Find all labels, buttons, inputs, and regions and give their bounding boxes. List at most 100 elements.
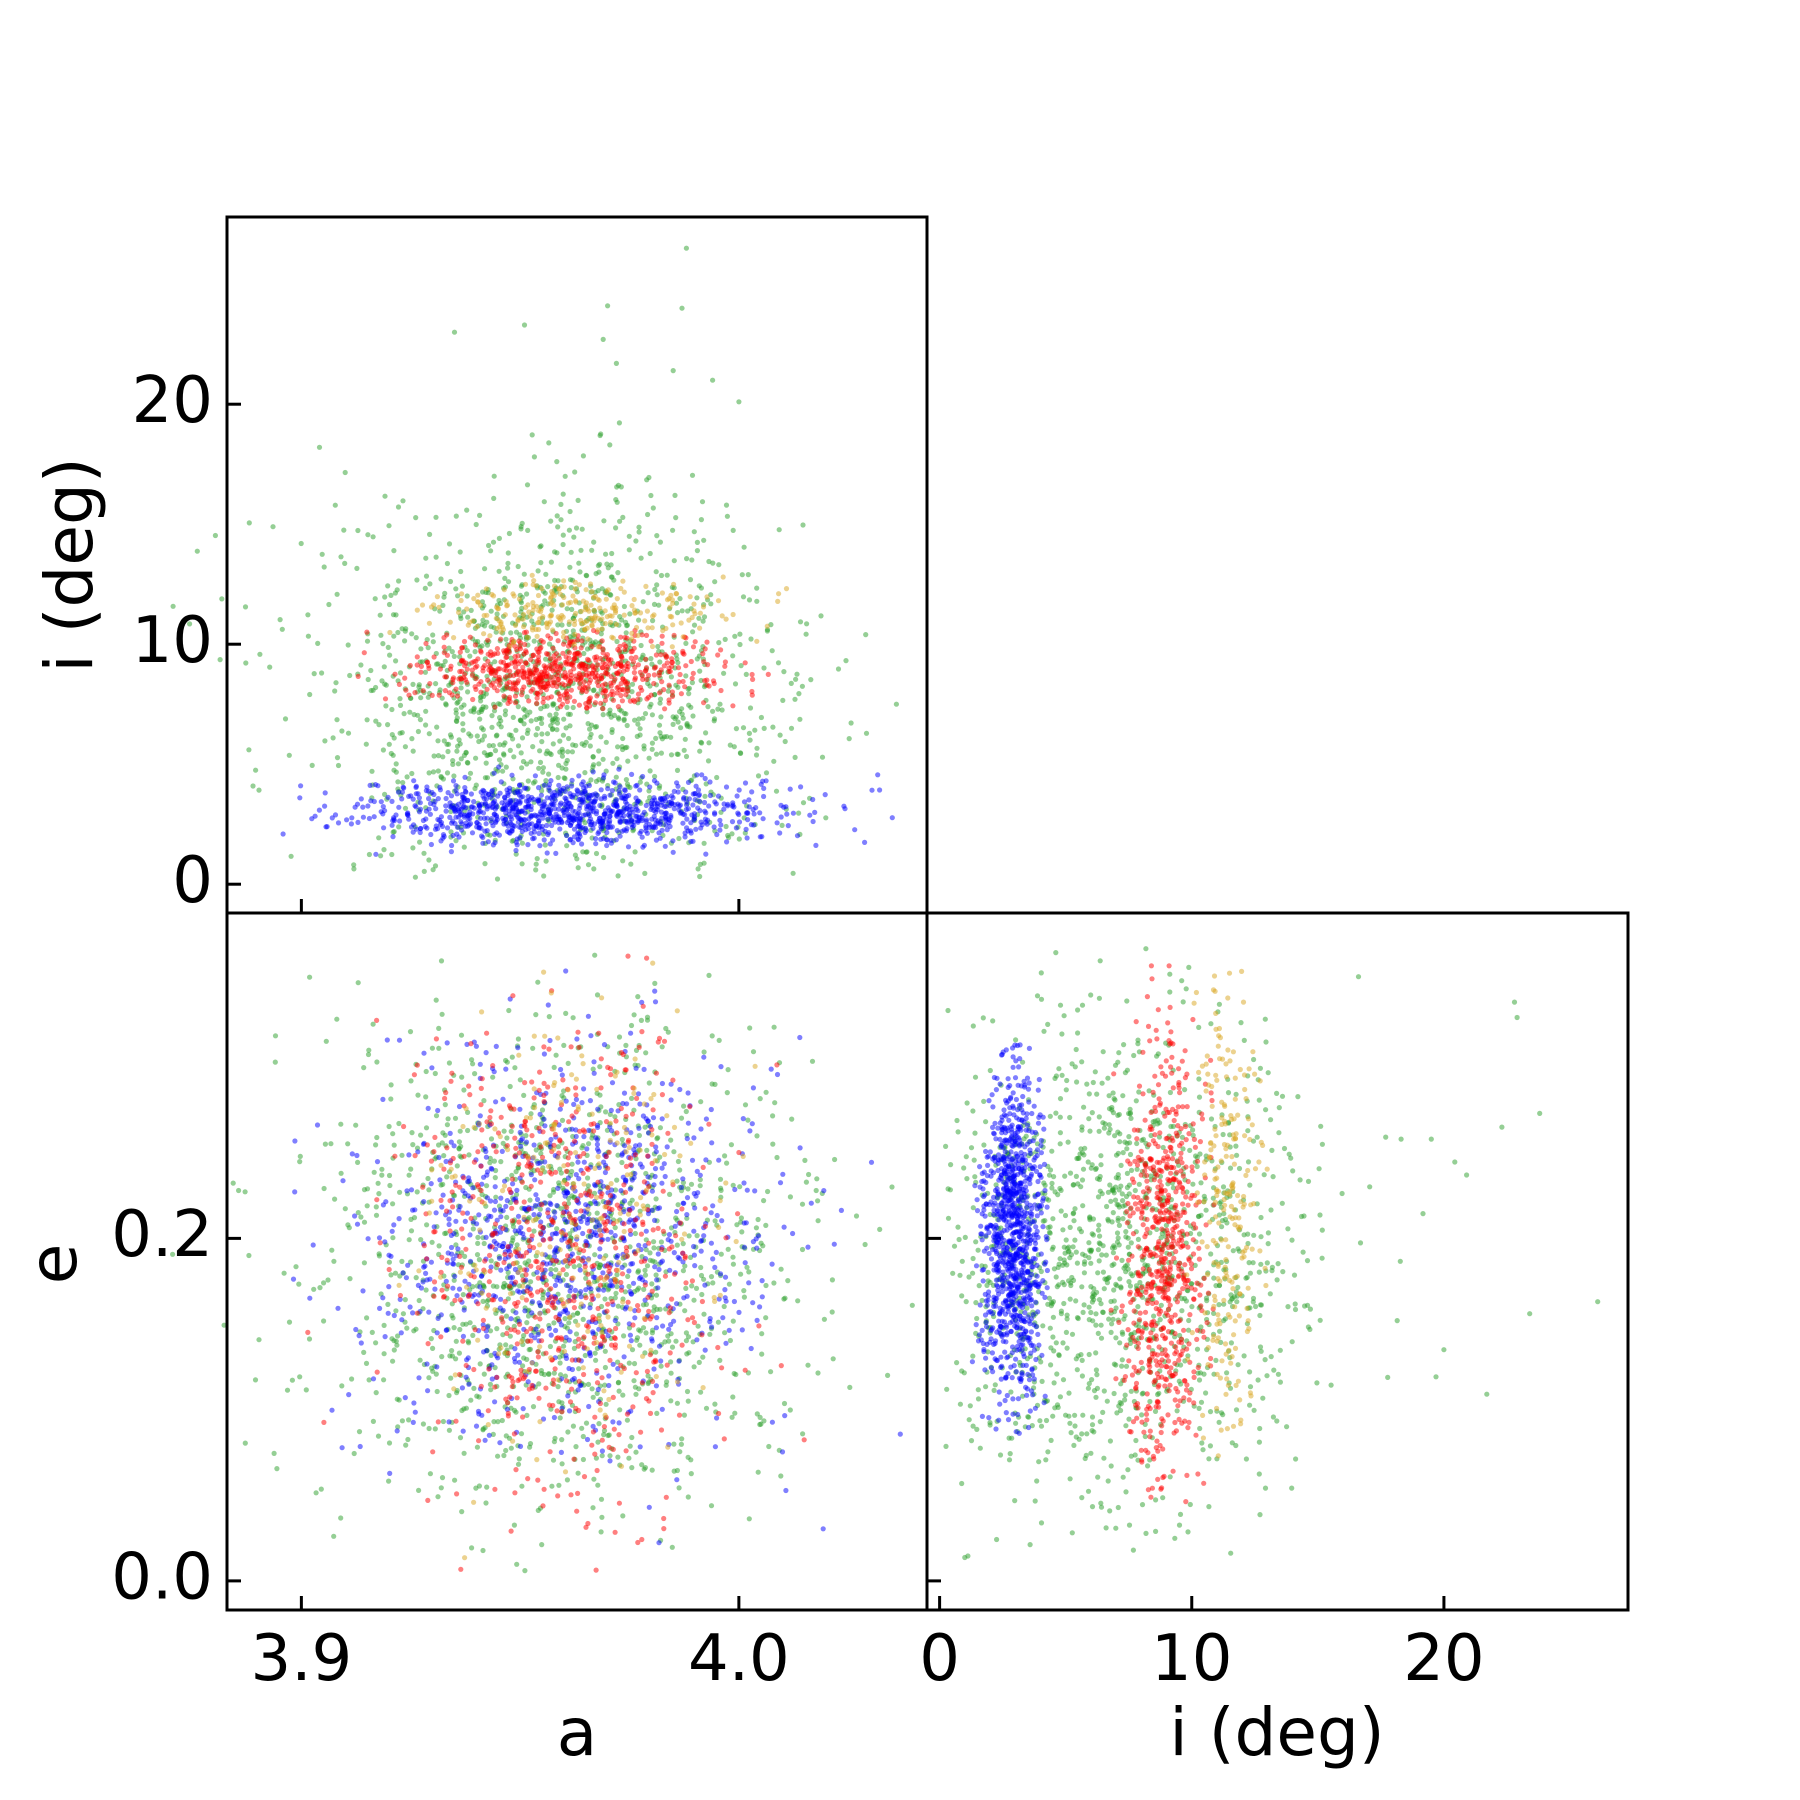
data-point [763, 1315, 769, 1321]
data-point [506, 530, 512, 537]
data-point [509, 1181, 516, 1187]
data-point [517, 640, 524, 646]
data-point [427, 811, 433, 817]
data-point [355, 1159, 361, 1165]
data-point [778, 814, 784, 820]
data-point [389, 732, 395, 738]
data-point [474, 663, 480, 669]
data-point [408, 1228, 415, 1234]
data-point [538, 560, 544, 566]
data-point [435, 796, 441, 802]
data-point [697, 610, 704, 616]
data-point [643, 1330, 649, 1336]
data-point [813, 842, 819, 849]
data-point [452, 807, 458, 813]
data-point [682, 834, 688, 840]
data-point [399, 1317, 405, 1323]
data-point [607, 792, 613, 798]
data-point [361, 1349, 367, 1355]
data-point [536, 785, 542, 791]
data-point [563, 1271, 570, 1278]
data-point [702, 793, 708, 799]
data-point [736, 819, 743, 825]
data-point [427, 800, 434, 807]
data-point [427, 1471, 433, 1477]
data-point [408, 1078, 414, 1084]
data-point [774, 1071, 781, 1078]
data-point [667, 1191, 673, 1197]
data-point [611, 712, 618, 719]
data-point [710, 1280, 716, 1286]
data-point [555, 524, 561, 530]
data-point [550, 627, 556, 633]
data-point [549, 607, 555, 613]
data-point [525, 602, 531, 608]
data-point [443, 702, 449, 708]
data-point [503, 1342, 509, 1348]
data-point [523, 1184, 529, 1191]
data-point [426, 1425, 432, 1432]
data-point [656, 1343, 663, 1349]
data-point [810, 796, 816, 803]
data-point [570, 742, 576, 748]
data-point [561, 578, 567, 584]
data-point [379, 1166, 385, 1172]
data-point [426, 770, 432, 776]
data-point [577, 569, 583, 575]
data-point [574, 650, 580, 656]
data-point [418, 669, 424, 675]
data-point [805, 1244, 811, 1250]
data-point [418, 1132, 424, 1138]
data-point [697, 1177, 703, 1183]
data-point [852, 827, 858, 833]
data-point [561, 584, 567, 590]
data-point [670, 527, 676, 533]
data-point [662, 1339, 668, 1345]
data-point [673, 1215, 679, 1221]
data-point [391, 1222, 397, 1228]
data-point [583, 794, 589, 800]
data-point [493, 1099, 499, 1105]
data-point [733, 1371, 739, 1378]
data-point [819, 754, 826, 760]
data-point [717, 1176, 724, 1182]
data-point [754, 1245, 760, 1251]
data-point [583, 812, 589, 818]
data-point [594, 673, 601, 679]
data-point [639, 687, 645, 693]
data-point [407, 1029, 414, 1035]
data-point [797, 1145, 803, 1151]
data-point [440, 754, 446, 760]
data-point [444, 652, 450, 658]
data-point [491, 1158, 497, 1164]
data-point [576, 702, 583, 708]
data-point [582, 626, 588, 632]
data-point [691, 1364, 697, 1370]
data-point [483, 1500, 489, 1506]
data-point [731, 744, 737, 750]
data-point [805, 1362, 811, 1368]
data-point [630, 659, 637, 665]
data-point [469, 830, 476, 836]
data-point [684, 825, 690, 831]
data-point [655, 643, 661, 650]
data-point [460, 1292, 466, 1298]
data-point [461, 1450, 467, 1456]
data-point [598, 1529, 604, 1535]
data-point [610, 1419, 616, 1425]
data-point [546, 641, 553, 647]
data-point [449, 692, 455, 698]
data-point [573, 525, 580, 531]
data-point [514, 1561, 520, 1567]
data-point [458, 685, 464, 691]
data-point [701, 614, 708, 620]
data-point [537, 811, 543, 817]
data-point [479, 643, 485, 649]
data-point [409, 770, 415, 777]
data-point [399, 1152, 405, 1158]
data-point [737, 631, 743, 637]
data-point [742, 1102, 749, 1108]
data-point [688, 1457, 694, 1463]
data-point [571, 698, 578, 704]
data-point [578, 617, 584, 623]
